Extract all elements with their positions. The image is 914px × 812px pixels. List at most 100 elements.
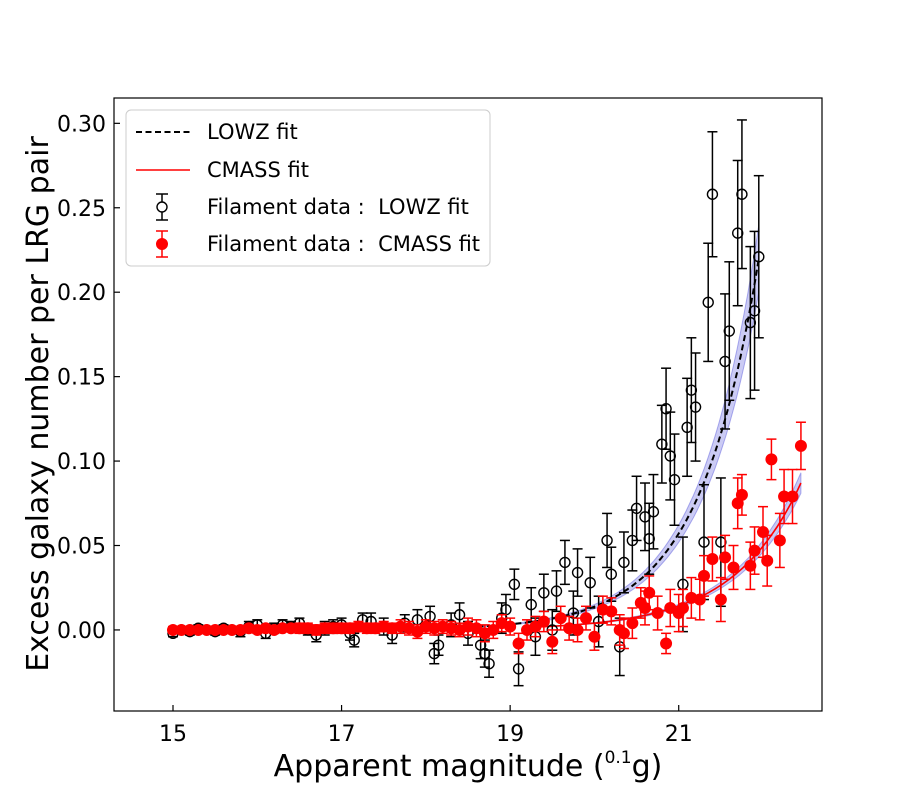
marker <box>744 559 757 572</box>
data-point-1-47 <box>563 615 576 641</box>
marker <box>584 576 596 589</box>
data-point-1-81 <box>794 421 807 471</box>
marker <box>483 658 495 670</box>
y-tick-label-1: 0.05 <box>57 535 106 560</box>
y-tick-label-6: 0.30 <box>57 112 106 137</box>
data-point-0-57 <box>630 475 643 542</box>
data-point-1-78 <box>773 512 786 569</box>
marker <box>630 502 643 515</box>
data-point-1-13 <box>276 622 289 635</box>
marker <box>735 488 748 501</box>
marker <box>479 647 491 660</box>
data-point-1-19 <box>327 622 340 635</box>
marker <box>698 569 710 582</box>
marker <box>626 617 639 630</box>
data-point-1-36 <box>470 619 483 638</box>
data-point-1-69 <box>719 534 732 581</box>
data-point-0-77 <box>744 245 757 400</box>
data-point-0-76 <box>736 119 748 270</box>
confidence-band-0 <box>467 224 760 628</box>
marker <box>348 634 360 646</box>
marker <box>592 615 605 628</box>
data-point-0-55 <box>618 531 630 594</box>
series-1 <box>167 421 807 655</box>
data-point-0-75 <box>732 159 744 307</box>
marker <box>660 403 672 415</box>
data-point-0-71 <box>706 131 719 258</box>
data-point-1-3 <box>192 623 205 636</box>
marker <box>706 553 719 566</box>
data-point-1-59 <box>651 595 664 631</box>
data-point-1-18 <box>318 622 331 635</box>
marker <box>689 401 702 413</box>
marker <box>744 316 757 329</box>
data-point-1-62 <box>672 593 685 633</box>
data-point-1-7 <box>226 623 238 636</box>
marker <box>698 536 710 548</box>
data-point-0-68 <box>689 352 702 462</box>
data-point-1-49 <box>580 605 592 631</box>
data-point-1-44 <box>537 610 550 633</box>
legend-label-cmass-data: Filament data : CMASS fit <box>207 232 480 256</box>
marker <box>685 384 698 396</box>
data-point-0-63 <box>664 411 676 501</box>
data-point-0-49 <box>571 548 584 597</box>
marker <box>773 534 786 547</box>
marker <box>736 188 748 200</box>
marker <box>508 578 521 591</box>
marker <box>601 534 613 547</box>
marker <box>618 556 630 569</box>
legend-box <box>125 109 491 267</box>
marker <box>660 637 673 650</box>
marker <box>664 450 676 462</box>
x-tick-label-3: 21 <box>665 722 693 747</box>
data-point-1-58 <box>643 575 656 611</box>
y-tick-label-0: 0.00 <box>57 619 106 644</box>
data-point-0-70 <box>702 242 714 363</box>
data-point-1-60 <box>660 632 673 655</box>
data-point-1-66 <box>698 554 710 597</box>
data-point-1-68 <box>714 576 727 623</box>
marker <box>647 506 660 518</box>
data-point-1-50 <box>588 622 601 651</box>
marker <box>723 325 735 337</box>
y-tick-label-5: 0.25 <box>57 197 106 222</box>
data-point-1-63 <box>676 588 689 628</box>
marker <box>538 587 550 599</box>
data-point-0-40 <box>508 568 521 601</box>
marker <box>732 227 744 239</box>
marker <box>651 607 664 620</box>
marker <box>453 609 466 621</box>
marker <box>487 623 500 636</box>
data-point-1-43 <box>529 615 542 638</box>
marker <box>761 554 774 567</box>
marker <box>702 296 714 309</box>
y-axis-title: Excess galaxy number per LRG pair <box>21 136 56 672</box>
legend-label-cmass-fit: CMASS fit <box>207 158 309 182</box>
data-point-1-41 <box>512 632 525 655</box>
y-tick-label-3: 0.15 <box>57 366 106 391</box>
data-point-1-40 <box>504 617 517 636</box>
data-point-0-41 <box>512 651 525 687</box>
data-point-1-54 <box>617 617 630 650</box>
marker <box>605 568 617 580</box>
legend-label-lowz-data: Filament data : LOWZ fit <box>207 195 469 219</box>
data-point-1-80 <box>786 468 799 525</box>
data-point-1-55 <box>626 607 639 640</box>
marker <box>753 251 765 263</box>
data-point-1-46 <box>554 605 567 631</box>
fit-line-0 <box>467 258 760 629</box>
plot-frame <box>113 97 823 712</box>
data-point-0-62 <box>660 367 672 451</box>
marker <box>525 598 537 611</box>
marker <box>617 627 630 640</box>
data-point-0-64 <box>668 433 681 526</box>
marker <box>676 601 689 614</box>
marker <box>748 305 761 317</box>
data-point-0-74 <box>723 261 735 402</box>
data-point-1-23 <box>360 622 373 635</box>
data-point-1-67 <box>706 536 719 582</box>
data-point-0-60 <box>647 473 660 550</box>
marker <box>786 490 799 503</box>
data-point-1-38 <box>487 620 500 640</box>
